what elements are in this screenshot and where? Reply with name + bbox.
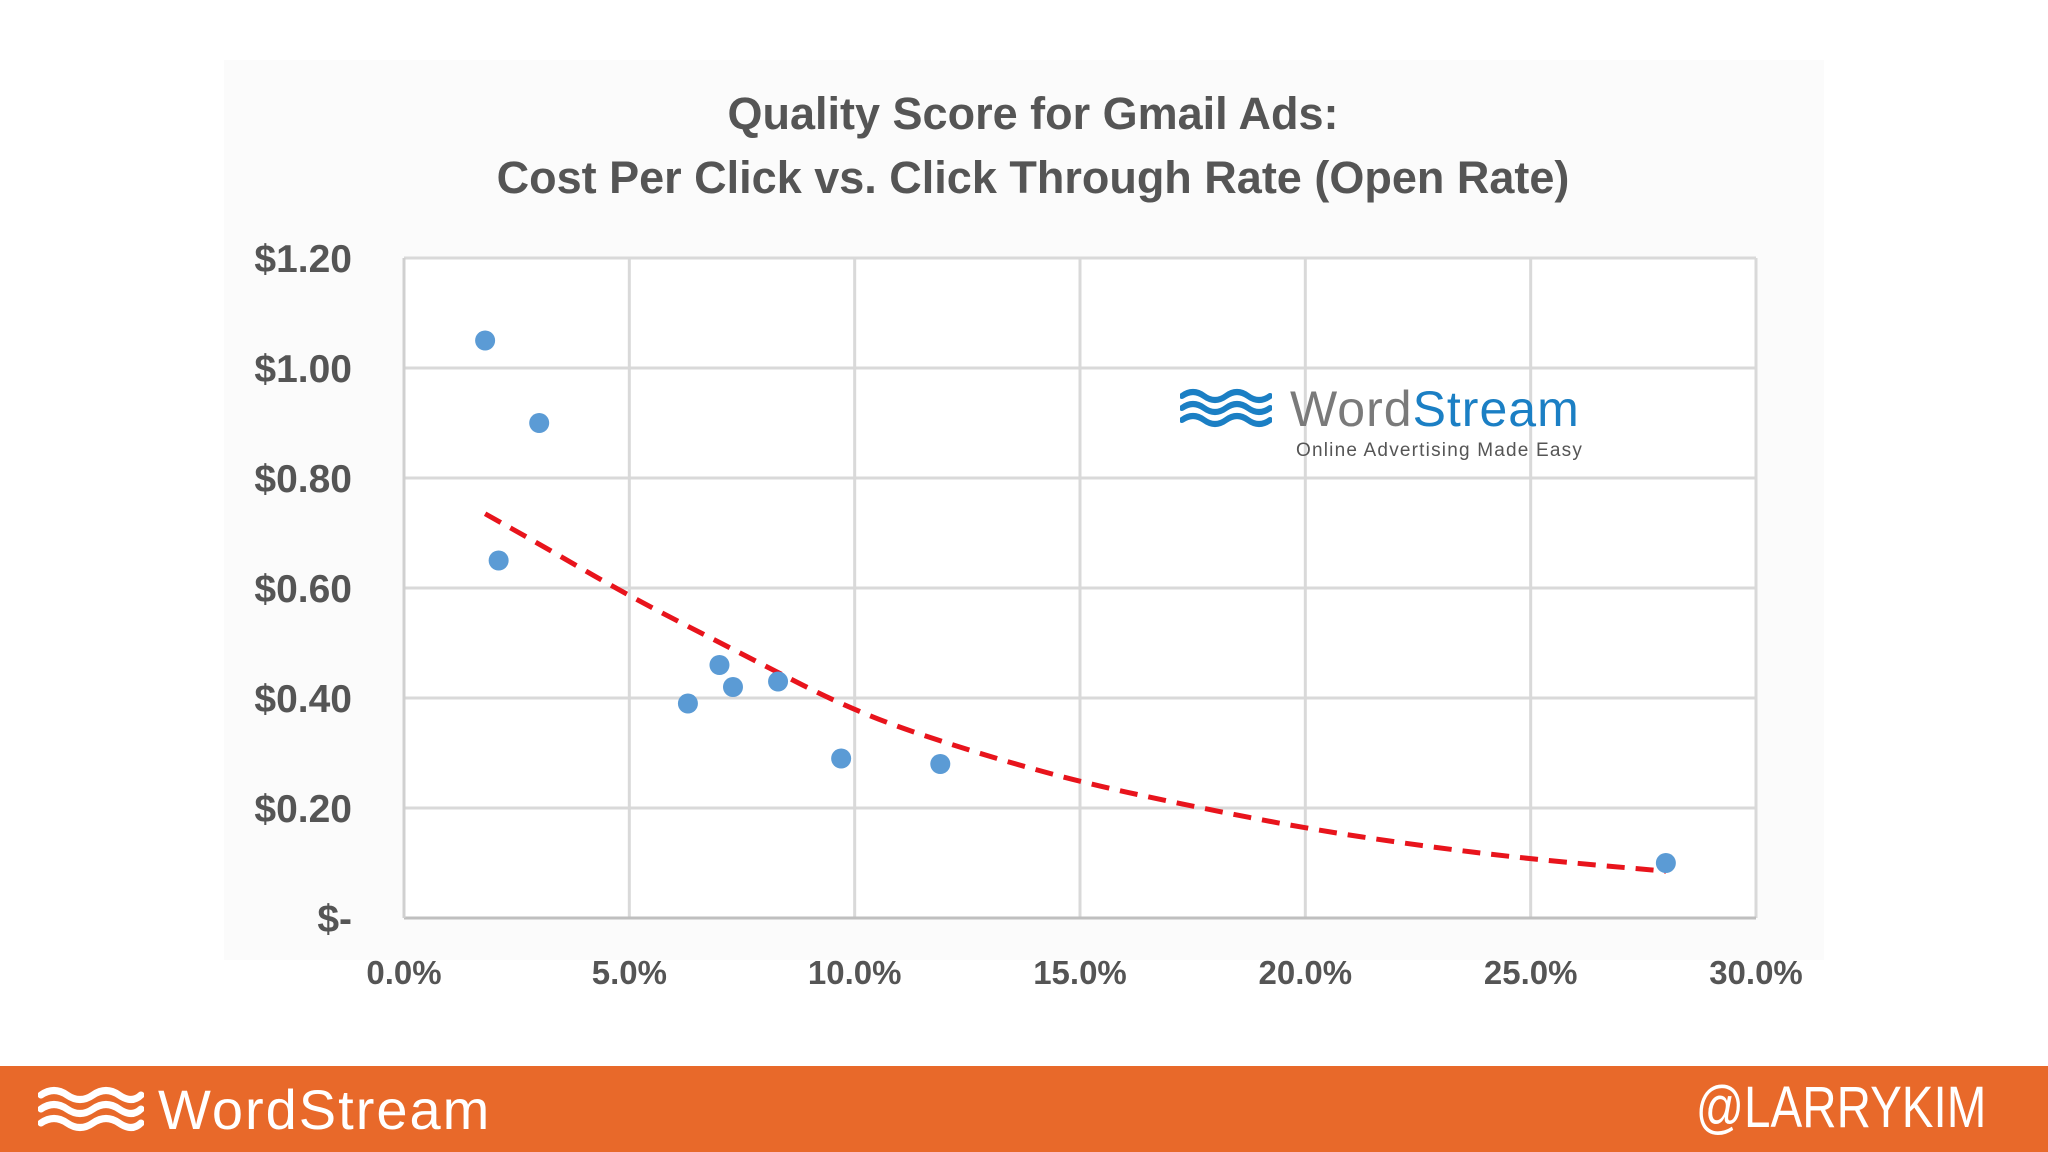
y-tick-label: $1.00 bbox=[254, 348, 352, 391]
x-tick-label: 10.0% bbox=[808, 954, 902, 991]
data-point bbox=[1655, 853, 1676, 873]
footer-brand-text: WordStream bbox=[158, 1078, 492, 1141]
data-point bbox=[930, 754, 951, 774]
data-point bbox=[722, 677, 743, 697]
data-points bbox=[475, 330, 1676, 873]
wordstream-waves-icon bbox=[38, 1087, 144, 1131]
axes bbox=[402, 258, 1756, 920]
footer-twitter-handle: @LARRYKIM bbox=[1695, 1075, 1986, 1140]
y-tick-label: $1.20 bbox=[254, 238, 352, 281]
y-tick-labels: $- $0.20 $0.40 $0.60 $0.80 $1.00 $1.20 bbox=[254, 238, 352, 941]
data-point bbox=[529, 413, 550, 433]
x-tick-label: 15.0% bbox=[1033, 954, 1127, 991]
chart-title-line-1: Quality Score for Gmail Ads: bbox=[727, 88, 1339, 139]
y-tick-label: $0.40 bbox=[254, 678, 352, 721]
x-tick-label: 20.0% bbox=[1259, 954, 1353, 991]
x-tick-labels: 0.0% 5.0% 10.0% 15.0% 20.0% 25.0% 30.0% bbox=[366, 954, 1802, 991]
data-point bbox=[768, 671, 789, 692]
data-point bbox=[475, 330, 496, 351]
x-tick-label: 25.0% bbox=[1484, 954, 1578, 991]
grid-lines bbox=[404, 256, 1758, 918]
wordstream-waves-icon bbox=[1180, 389, 1272, 427]
chart-title: Quality Score for Gmail Ads: Cost Per Cl… bbox=[0, 82, 2048, 210]
data-point bbox=[709, 655, 730, 675]
trendline-layer bbox=[483, 511, 1667, 874]
y-tick-label: $0.20 bbox=[254, 788, 352, 831]
watermark-tagline: Online Advertising Made Easy bbox=[1296, 440, 1584, 461]
wordstream-watermark-logo: WordStream Online Advertising Made Easy bbox=[1180, 378, 1620, 478]
footer-bar: WordStream @LARRYKIM bbox=[0, 1066, 2048, 1152]
watermark-brand-text: WordStream bbox=[1290, 378, 1580, 440]
data-point bbox=[677, 693, 698, 714]
y-tick-label: $0.60 bbox=[254, 568, 352, 611]
data-point bbox=[831, 748, 852, 769]
data-point bbox=[488, 550, 509, 571]
x-tick-label: 30.0% bbox=[1709, 954, 1803, 991]
watermark-brand-part-2: Stream bbox=[1412, 381, 1580, 437]
trendline bbox=[483, 511, 1667, 874]
x-tick-label: 5.0% bbox=[592, 954, 667, 991]
y-tick-label: $0.80 bbox=[254, 458, 352, 501]
scatter-chart: $- $0.20 $0.40 $0.60 $0.80 $1.00 $1.20 0.0% 5.0… bbox=[254, 238, 1802, 991]
x-tick-label: 0.0% bbox=[366, 954, 441, 991]
y-tick-label: $- bbox=[317, 898, 352, 941]
watermark-brand-part-1: Word bbox=[1290, 381, 1413, 437]
chart-title-line-2: Cost Per Click vs. Click Through Rate (O… bbox=[496, 152, 1570, 203]
